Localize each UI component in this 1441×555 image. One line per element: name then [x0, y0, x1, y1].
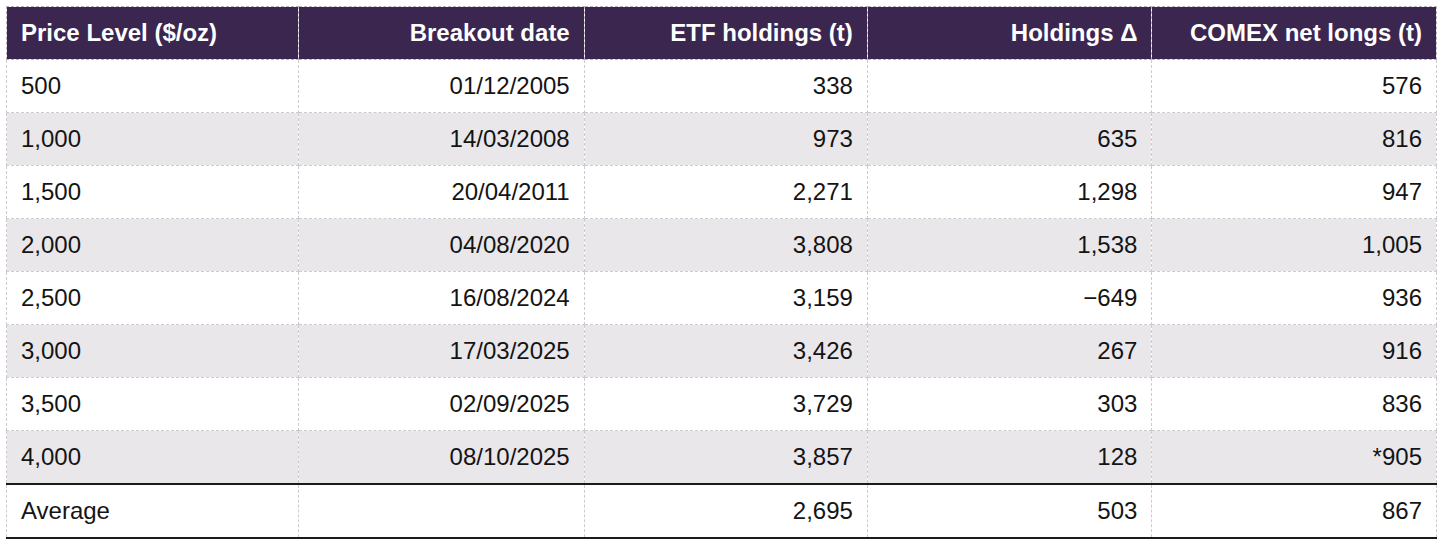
holdings-delta-cell — [867, 60, 1152, 113]
etf-holdings-cell: 338 — [584, 60, 867, 113]
breakout-date-cell: 08/10/2025 — [298, 431, 584, 485]
comex-net-longs-cell: 936 — [1152, 272, 1437, 325]
holdings-delta-cell: 635 — [867, 113, 1152, 166]
price-level-cell: 500 — [7, 60, 299, 113]
gold-price-breakout-table: Price Level ($/oz) Breakout date ETF hol… — [6, 6, 1437, 539]
price-level-cell: 4,000 — [7, 431, 299, 485]
breakout-date-cell: 01/12/2005 — [298, 60, 584, 113]
breakout-date-cell: 16/08/2024 — [298, 272, 584, 325]
table-row: 1,000 14/03/2008 973 635 816 — [7, 113, 1437, 166]
table-row: 2,000 04/08/2020 3,808 1,538 1,005 — [7, 219, 1437, 272]
average-comex-net-longs-cell: 867 — [1152, 484, 1437, 538]
col-header-price-level: Price Level ($/oz) — [7, 7, 299, 60]
table-row: 500 01/12/2005 338 576 — [7, 60, 1437, 113]
gold-breakout-table-page: Price Level ($/oz) Breakout date ETF hol… — [0, 0, 1441, 555]
breakout-date-cell: 14/03/2008 — [298, 113, 584, 166]
breakout-date-cell: 17/03/2025 — [298, 325, 584, 378]
average-breakout-date-cell — [298, 484, 584, 538]
etf-holdings-cell: 3,159 — [584, 272, 867, 325]
average-etf-holdings-cell: 2,695 — [584, 484, 867, 538]
etf-holdings-cell: 3,426 — [584, 325, 867, 378]
col-header-breakout-date: Breakout date — [298, 7, 584, 60]
average-row: Average 2,695 503 867 — [7, 484, 1437, 538]
price-level-cell: 3,000 — [7, 325, 299, 378]
table-row: 4,000 08/10/2025 3,857 128 *905 — [7, 431, 1437, 485]
comex-net-longs-cell: 1,005 — [1152, 219, 1437, 272]
comex-net-longs-cell: 947 — [1152, 166, 1437, 219]
price-level-cell: 2,000 — [7, 219, 299, 272]
comex-net-longs-cell: 916 — [1152, 325, 1437, 378]
table-row: 1,500 20/04/2011 2,271 1,298 947 — [7, 166, 1437, 219]
holdings-delta-cell: 303 — [867, 378, 1152, 431]
etf-holdings-cell: 3,857 — [584, 431, 867, 485]
table-row: 3,500 02/09/2025 3,729 303 836 — [7, 378, 1437, 431]
price-level-cell: 2,500 — [7, 272, 299, 325]
etf-holdings-cell: 973 — [584, 113, 867, 166]
table-row: 2,500 16/08/2024 3,159 −649 936 — [7, 272, 1437, 325]
breakout-date-cell: 02/09/2025 — [298, 378, 584, 431]
breakout-date-cell: 04/08/2020 — [298, 219, 584, 272]
holdings-delta-cell: 1,298 — [867, 166, 1152, 219]
comex-net-longs-cell: 576 — [1152, 60, 1437, 113]
holdings-delta-cell: 128 — [867, 431, 1152, 485]
header-row: Price Level ($/oz) Breakout date ETF hol… — [7, 7, 1437, 60]
comex-net-longs-cell: 816 — [1152, 113, 1437, 166]
etf-holdings-cell: 2,271 — [584, 166, 867, 219]
comex-net-longs-cell: *905 — [1152, 431, 1437, 485]
price-level-cell: 1,500 — [7, 166, 299, 219]
col-header-etf-holdings: ETF holdings (t) — [584, 7, 867, 60]
holdings-delta-cell: 267 — [867, 325, 1152, 378]
table-row: 3,000 17/03/2025 3,426 267 916 — [7, 325, 1437, 378]
breakout-date-cell: 20/04/2011 — [298, 166, 584, 219]
price-level-cell: 3,500 — [7, 378, 299, 431]
etf-holdings-cell: 3,808 — [584, 219, 867, 272]
etf-holdings-cell: 3,729 — [584, 378, 867, 431]
holdings-delta-cell: −649 — [867, 272, 1152, 325]
comex-net-longs-cell: 836 — [1152, 378, 1437, 431]
holdings-delta-cell: 1,538 — [867, 219, 1152, 272]
col-header-comex-net-longs: COMEX net longs (t) — [1152, 7, 1437, 60]
average-label-cell: Average — [7, 484, 299, 538]
average-holdings-delta-cell: 503 — [867, 484, 1152, 538]
price-level-cell: 1,000 — [7, 113, 299, 166]
col-header-holdings-delta: Holdings Δ — [867, 7, 1152, 60]
